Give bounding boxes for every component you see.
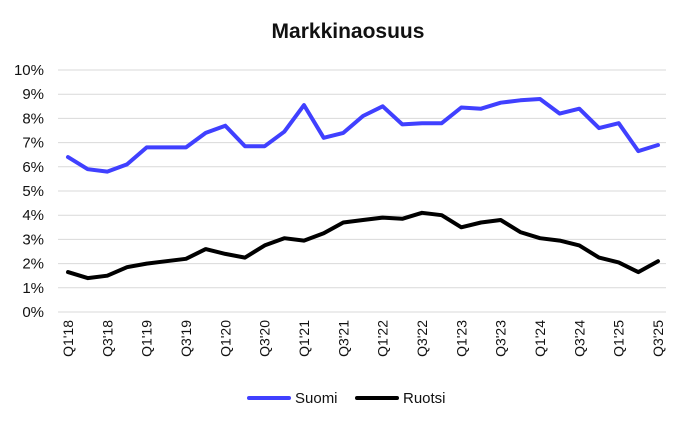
x-axis-tick-labels: Q1'18 Q3'18 Q1'19 Q3'19 Q1'20 Q3'20 Q1'21 Q3'21… [60,320,666,357]
x-tick-label: Q1'25 [611,320,627,357]
y-tick-label: 3% [22,231,44,248]
y-tick-label: 8% [22,110,44,127]
x-tick-label: Q3'20 [257,320,273,357]
x-tick-label: Q1'19 [139,320,155,357]
y-tick-label: 7% [22,135,44,152]
x-tick-label: Q3'23 [493,320,509,357]
x-tick-label: Q3'24 [571,320,587,357]
y-tick-label: 6% [22,159,44,176]
x-tick-label: Q1'22 [375,320,391,357]
legend: Suomi Ruotsi [247,390,446,407]
x-tick-label: Q3'18 [99,320,115,357]
x-tick-label: Q1'24 [532,320,548,357]
y-tick-label: 2% [22,256,44,273]
y-tick-label: 0% [22,304,44,321]
y-tick-label: 4% [22,207,44,224]
legend-label-ruotsi: Ruotsi [403,390,446,407]
series-line-ruotsi [66,210,660,281]
x-tick-label: Q3'21 [335,320,351,357]
x-tick-label: Q3'19 [178,320,194,357]
x-tick-label: Q1'21 [296,320,312,357]
x-tick-label: Q3'25 [650,320,666,357]
gridlines [58,69,666,313]
y-tick-label: 9% [22,86,44,103]
legend-label-suomi: Suomi [295,390,338,407]
y-tick-label: 10% [14,62,44,79]
y-tick-label: 1% [22,280,44,297]
x-tick-label: Q1'20 [217,320,233,357]
series-line-suomi [66,97,660,174]
x-tick-label: Q1'18 [60,320,76,357]
series-lines [66,97,660,281]
y-tick-label: 5% [22,183,44,200]
x-tick-label: Q1'23 [453,320,469,357]
y-axis-tick-labels: 0% 1% 2% 3% 4% 5% 6% 7% 8% 9% 10% [14,62,44,321]
chart-title: Markkinaosuus [272,20,425,43]
x-tick-label: Q3'22 [414,320,430,357]
